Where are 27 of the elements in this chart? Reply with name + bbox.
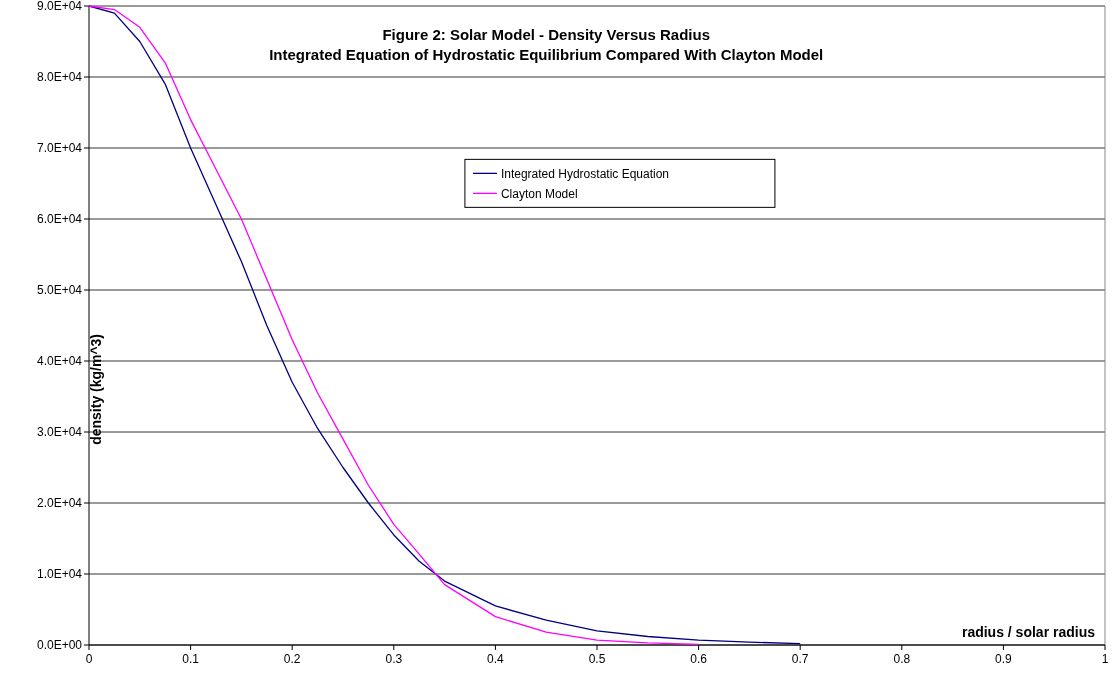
y-tick-label: 6.0E+04	[36, 212, 83, 227]
y-tick-label: 2.0E+04	[36, 496, 83, 511]
x-tick-label: 0.9	[995, 652, 1013, 666]
x-tick-label: 0.4	[487, 652, 505, 666]
y-tick-label: 4.0E+04	[36, 354, 83, 369]
x-tick-label: 0.6	[690, 652, 708, 666]
y-tick-label: 3.0E+04	[36, 425, 83, 440]
y-tick-label: 9.0E+04	[36, 0, 83, 14]
y-axis-title: density (kg/m^3)	[88, 333, 104, 445]
legend-label: Integrated Hydrostatic Equation	[500, 166, 670, 181]
x-tick-label: 0.7	[791, 652, 809, 666]
x-tick-label: 0.8	[893, 652, 911, 666]
x-tick-label: 0.5	[588, 652, 606, 666]
legend-label: Clayton Model	[500, 186, 578, 201]
x-axis-title: radius / solar radius	[961, 624, 1096, 640]
y-tick-label: 8.0E+04	[36, 70, 83, 85]
x-tick-label: 1	[1101, 652, 1109, 666]
y-tick-label: 7.0E+04	[36, 141, 83, 156]
x-tick-label: 0.2	[283, 652, 301, 666]
x-tick-label: 0.3	[385, 652, 403, 666]
y-tick-label: 0.0E+00	[36, 638, 83, 653]
y-tick-label: 5.0E+04	[36, 283, 83, 298]
y-tick-label: 1.0E+04	[36, 567, 83, 582]
x-tick-label: 0	[85, 652, 93, 666]
x-tick-label: 0.1	[182, 652, 200, 666]
text: Integrated Equation of Hydrostatic Equilibrium Compared With Clayton Model	[269, 46, 824, 63]
text: Figure 2: Solar Model - Density Versus Radius	[382, 26, 710, 43]
